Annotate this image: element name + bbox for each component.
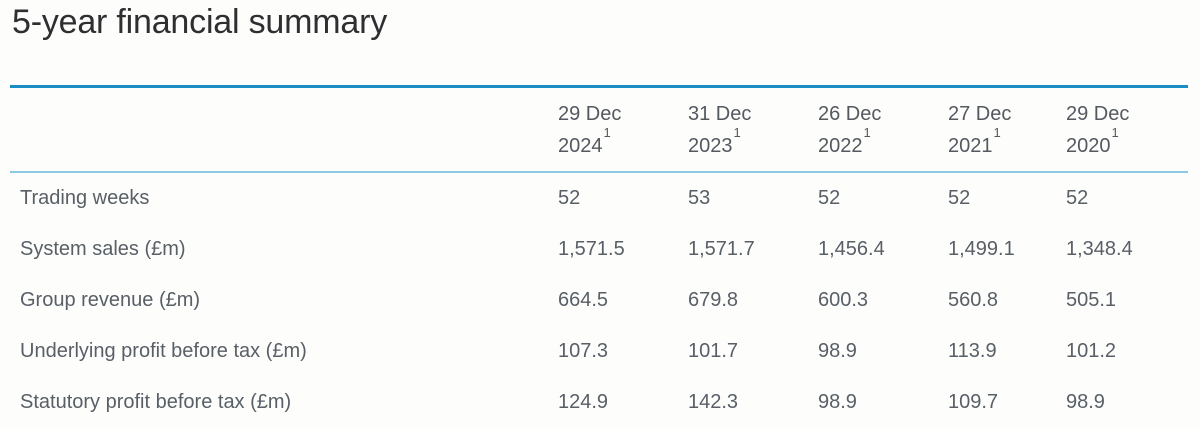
row-label: Underlying profit before tax (£m) bbox=[20, 340, 307, 362]
footnote-marker: 1 bbox=[993, 125, 1001, 141]
cell-value: 98.9 bbox=[818, 391, 857, 413]
cell-value: 98.9 bbox=[818, 340, 857, 362]
cell-value: 113.9 bbox=[948, 340, 997, 362]
cell-value: 124.9 bbox=[558, 391, 609, 413]
row-label: System sales (£m) bbox=[20, 238, 186, 260]
column-year: 20221 bbox=[818, 126, 871, 157]
column-year: 20231 bbox=[688, 126, 741, 157]
year-text: 2023 bbox=[688, 135, 733, 157]
table-header-row: 29 Dec 20241 31 Dec 20231 26 Dec 20221 2… bbox=[10, 86, 1188, 173]
column-date: 31 Dec bbox=[688, 103, 752, 125]
column-header-2020: 29 Dec 20201 bbox=[1066, 86, 1188, 173]
cell-value: 52 bbox=[948, 187, 971, 209]
footnote-marker: 1 bbox=[603, 125, 611, 141]
cell-value: 52 bbox=[1066, 187, 1089, 209]
year-text: 2020 bbox=[1066, 135, 1111, 157]
row-label: Statutory profit before tax (£m) bbox=[20, 391, 292, 413]
cell-value: 101.7 bbox=[688, 340, 739, 362]
cell-value: 52 bbox=[818, 187, 841, 209]
cell-value: 1,571.7 bbox=[688, 238, 755, 260]
cell-value: 98.9 bbox=[1066, 391, 1105, 413]
column-header-2023: 31 Dec 20231 bbox=[688, 86, 818, 173]
cell-value: 109.7 bbox=[948, 391, 999, 413]
header-empty-cell bbox=[10, 86, 558, 173]
page-title: 5-year financial summary bbox=[12, 3, 387, 41]
cell-value: 101.2 bbox=[1066, 340, 1117, 362]
column-year: 20211 bbox=[948, 126, 1001, 157]
column-date: 29 Dec bbox=[1066, 103, 1130, 125]
column-header-2024: 29 Dec 20241 bbox=[558, 86, 688, 173]
footnote-marker: 1 bbox=[863, 125, 871, 141]
year-text: 2022 bbox=[818, 135, 863, 157]
column-date: 26 Dec bbox=[818, 103, 882, 125]
cell-value: 1,499.1 bbox=[948, 238, 1015, 260]
table-row-group-revenue: Group revenue (£m) 664.5 679.8 600.3 560… bbox=[10, 275, 1188, 326]
cell-value: 560.8 bbox=[948, 289, 999, 311]
column-date: 27 Dec bbox=[948, 103, 1012, 125]
cell-value: 107.3 bbox=[558, 340, 609, 362]
year-text: 2024 bbox=[558, 135, 603, 157]
column-year: 20201 bbox=[1066, 126, 1119, 157]
table-row-trading-weeks: Trading weeks 52 53 52 52 52 bbox=[10, 172, 1188, 224]
cell-value: 600.3 bbox=[818, 289, 869, 311]
column-header-2022: 26 Dec 20221 bbox=[818, 86, 948, 173]
column-date: 29 Dec bbox=[558, 103, 622, 125]
cell-value: 52 bbox=[558, 187, 581, 209]
footnote-marker: 1 bbox=[733, 125, 741, 141]
column-year: 20241 bbox=[558, 126, 611, 157]
column-header-2021: 27 Dec 20211 bbox=[948, 86, 1066, 173]
cell-value: 1,348.4 bbox=[1066, 238, 1133, 260]
footnote-marker: 1 bbox=[1111, 125, 1119, 141]
row-label: Trading weeks bbox=[20, 187, 150, 209]
cell-value: 142.3 bbox=[688, 391, 739, 413]
cell-value: 679.8 bbox=[688, 289, 739, 311]
cell-value: 53 bbox=[688, 187, 711, 209]
cell-value: 505.1 bbox=[1066, 289, 1117, 311]
cell-value: 1,571.5 bbox=[558, 238, 625, 260]
cell-value: 664.5 bbox=[558, 289, 609, 311]
cell-value: 1,456.4 bbox=[818, 238, 885, 260]
year-text: 2021 bbox=[948, 135, 993, 157]
row-label: Group revenue (£m) bbox=[20, 289, 201, 311]
table-row-system-sales: System sales (£m) 1,571.5 1,571.7 1,456.… bbox=[10, 224, 1188, 275]
table-row-statutory-profit: Statutory profit before tax (£m) 124.9 1… bbox=[10, 377, 1188, 428]
table-row-underlying-profit: Underlying profit before tax (£m) 107.3 … bbox=[10, 326, 1188, 377]
financial-summary-table: 29 Dec 20241 31 Dec 20231 26 Dec 20221 2… bbox=[10, 85, 1188, 428]
